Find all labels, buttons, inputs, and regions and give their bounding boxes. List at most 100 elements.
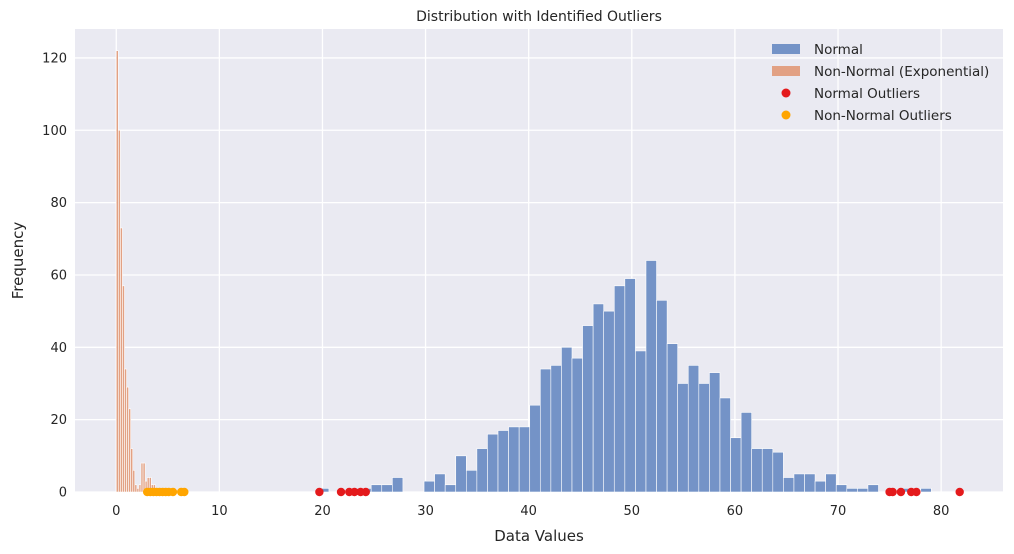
y-tick-label: 60	[50, 268, 67, 283]
normal-bar	[550, 365, 562, 493]
non-normal-outlier-point	[180, 487, 189, 497]
normal-outlier-point	[315, 487, 324, 497]
normal-bar	[624, 278, 636, 493]
y-tick-label: 100	[42, 124, 67, 139]
normal-bar	[592, 303, 605, 493]
normal-bar	[677, 383, 689, 493]
normal-bar	[687, 365, 700, 493]
x-tick-label: 80	[933, 504, 950, 519]
y-tick-label: 0	[59, 486, 67, 501]
non-normal-outlier-point	[168, 487, 178, 497]
legend-label: Normal	[814, 42, 863, 58]
normal-outlier-point	[336, 487, 346, 497]
y-axis-label: Frequency	[9, 222, 27, 300]
legend-marker	[781, 110, 791, 120]
x-tick-label: 0	[112, 504, 120, 519]
legend-label: Non-Normal Outliers	[814, 108, 952, 124]
normal-bar	[761, 448, 774, 493]
normal-bar	[793, 473, 805, 493]
exponential-bar	[140, 462, 144, 493]
normal-bar	[466, 469, 478, 493]
normal-bar	[381, 484, 393, 493]
normal-bar	[455, 455, 467, 493]
exponential-bar	[122, 285, 125, 493]
normal-bar	[846, 488, 858, 493]
normal-bar	[529, 404, 541, 493]
exponential-bar	[134, 484, 138, 493]
normal-bar	[487, 433, 499, 493]
y-tick-label: 120	[42, 51, 67, 66]
tick-labels: 0 10 20 30 40 50 60 70 80 0 20 40 60 80 100 120	[42, 51, 949, 519]
normal-bar	[804, 473, 816, 493]
x-tick-label: 40	[520, 504, 537, 519]
y-tick-label: 80	[50, 196, 67, 211]
exponential-bar	[115, 50, 119, 493]
legend-marker	[781, 88, 791, 98]
legend: Normal Non-Normal (Exponential) Normal Out…	[772, 42, 989, 124]
normal-bar	[920, 488, 932, 493]
normal-bar	[835, 484, 848, 493]
normal-bar	[645, 260, 657, 493]
normal-bar	[571, 357, 583, 493]
x-tick-label: 60	[727, 504, 744, 519]
normal-bar	[783, 477, 795, 493]
exponential-bar	[124, 368, 127, 493]
outlier-points	[142, 487, 964, 497]
normal-bar	[867, 484, 879, 493]
normal-bar	[423, 480, 435, 493]
exponential-bar	[128, 408, 131, 493]
normal-bar	[434, 473, 446, 493]
chart-title: Distribution with Identified Outliers	[416, 9, 662, 25]
normal-bar	[857, 488, 869, 493]
normal-bar	[730, 437, 742, 493]
normal-bar	[603, 310, 615, 493]
normal-bar	[518, 426, 531, 493]
normal-bar	[392, 477, 404, 493]
normal-bar	[476, 448, 488, 493]
normal-bar	[719, 397, 731, 493]
legend-swatch	[772, 44, 800, 54]
normal-bar	[666, 343, 678, 493]
x-tick-label: 10	[211, 504, 228, 519]
x-tick-label: 30	[417, 504, 434, 519]
normal-bar	[772, 451, 784, 493]
normal-bar	[444, 484, 457, 493]
x-tick-label: 50	[624, 504, 641, 519]
exponential-bar	[126, 386, 129, 493]
normal-bar	[539, 368, 552, 493]
normal-outlier-point	[361, 487, 370, 497]
legend-label: Non-Normal (Exponential)	[814, 64, 989, 80]
normal-outlier-point	[888, 487, 897, 497]
normal-bar	[709, 372, 721, 493]
normal-outlier-point	[912, 487, 921, 497]
normal-bar	[635, 350, 647, 493]
normal-bar	[698, 383, 710, 493]
normal-bar	[613, 285, 626, 493]
normal-bar	[740, 412, 752, 493]
x-tick-label: 20	[314, 504, 331, 519]
normal-bar	[825, 473, 837, 493]
exponential-bar	[132, 469, 136, 493]
histogram-bars	[115, 50, 932, 493]
legend-swatch	[772, 66, 800, 76]
normal-outlier-point	[350, 487, 359, 497]
x-tick-label: 70	[830, 504, 847, 519]
normal-bar	[582, 325, 594, 493]
exponential-bar	[138, 484, 142, 493]
exponential-bar	[142, 462, 146, 493]
normal-bar	[814, 480, 826, 493]
legend-label: Normal Outliers	[814, 86, 920, 102]
normal-bar	[370, 484, 383, 493]
normal-bar	[497, 430, 509, 493]
exponential-bar	[118, 129, 121, 493]
exponential-bar	[120, 227, 123, 493]
y-tick-label: 20	[50, 413, 67, 428]
normal-outlier-point	[896, 487, 906, 497]
x-axis-label: Data Values	[494, 527, 584, 545]
exponential-bar	[130, 448, 134, 493]
normal-bar	[751, 448, 763, 493]
exponential-bar	[136, 488, 140, 493]
normal-outlier-point	[955, 487, 964, 497]
normal-bar	[656, 299, 668, 493]
y-tick-label: 40	[50, 341, 67, 356]
